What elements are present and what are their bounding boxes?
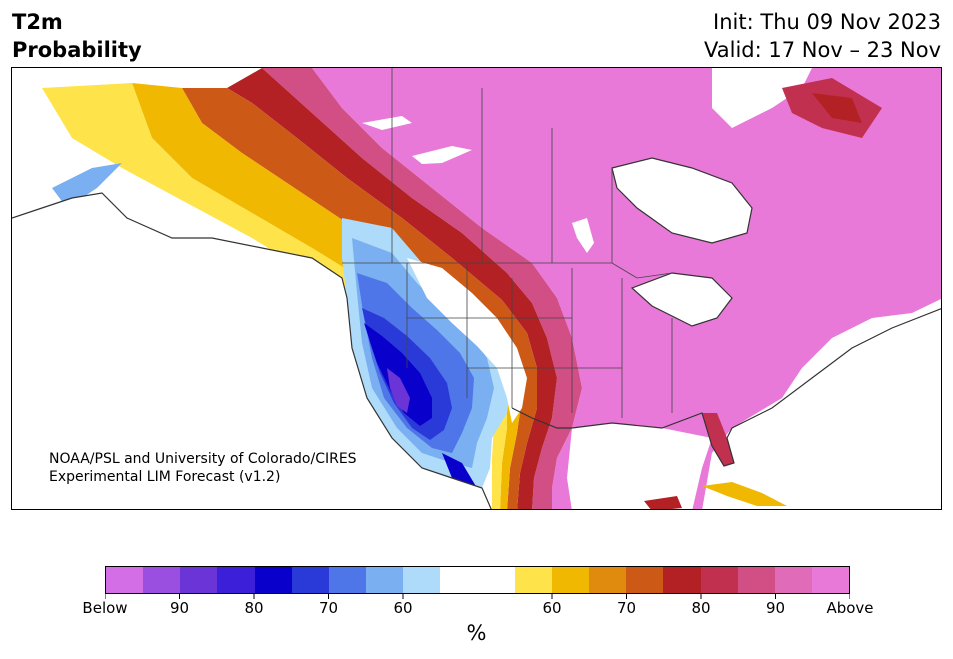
colorbar-tick-label: 70 [318,599,339,617]
greenland-strait [712,68,812,128]
pacific-coast-ocean [12,228,492,509]
colorbar-segment [774,567,812,593]
colorbar-segment [811,567,850,593]
great-lakes [632,273,732,326]
above-50-band [132,83,522,509]
hudson-bay [612,158,752,243]
colorbar-tick-label: 60 [542,599,562,617]
hispaniola [644,496,682,509]
colorbar-tick-label: 80 [244,599,264,617]
coastlines [12,157,941,509]
canada-province-borders [391,68,613,263]
pacific-ocean [12,193,132,328]
colorbar-segment [366,567,404,593]
colorbar-tick-label: Above [826,599,874,617]
colorbar-segment [737,567,775,593]
atlantic-ocean [702,308,941,509]
map-svg [12,68,941,509]
arctic-lake-2 [412,146,472,164]
lake-winnipeg [572,218,594,253]
us-state-borders [406,263,673,418]
colorbar-segment [254,567,292,593]
colorbar-segment [477,567,515,593]
colorbar-tick-label: 90 [765,599,786,617]
west-coastline [12,192,492,509]
probability-colorbar [105,566,850,594]
map-title: T2m Probability [12,8,142,64]
forecast-credit: NOAA/PSL and University of Colorado/CIRE… [49,450,357,486]
above-90-region [312,68,941,509]
above-70-band [227,68,557,509]
colorbar-segment [700,567,738,593]
arctic-dark-red [812,93,862,123]
colorbar-segment [291,567,329,593]
above-40-band [42,83,507,509]
colorbar-segment [589,567,627,593]
below-50-region [364,323,432,426]
colorbar-segment [626,567,664,593]
colorbar-segment [217,567,255,593]
us-canada-border [342,262,673,279]
cuba [702,482,787,506]
near-normal-plains [407,258,527,423]
credit-line-1: NOAA/PSL and University of Colorado/CIRE… [49,451,357,467]
colorbar-ticks [105,594,850,599]
great-lakes-outline [630,272,733,327]
valid-range: Valid: 17 Nov – 23 Nov [704,38,941,62]
below-70-region [387,368,410,413]
gulf-of-mexico [567,423,712,509]
colorbar-tick-label: 90 [169,599,190,617]
title-line-1: T2m [12,10,63,34]
colorbar-segment [514,567,552,593]
colorbar-unit: % [466,621,487,645]
credit-line-2: Experimental LIM Forecast (v1.2) [49,469,281,485]
colorbar-tick-label: Below [82,599,128,617]
colorbar-segment [440,567,478,593]
hudson-outline [611,157,753,244]
colorbar-tick-label: 70 [616,599,637,617]
forecast-map [11,67,942,510]
colorbar-segment [403,567,441,593]
colorbar-tick-label: 60 [393,599,413,617]
colorbar-labels: Below 90 80 70 60 60 70 80 90 Above [0,599,953,619]
forecast-dates: Init: Thu 09 Nov 2023 Valid: 17 Nov – 23… [704,8,941,64]
colorbar-segment [106,567,144,593]
colorbar-tick-label: 80 [691,599,711,617]
colorbar-segment [551,567,590,593]
colorbar-segment [328,567,367,593]
arctic-lake-1 [362,116,412,130]
alaska-blue-patch [52,163,122,208]
colorbar-segment [143,567,181,593]
colorbar-segment [663,567,701,593]
colorbar-segment [180,567,218,593]
title-line-2: Probability [12,38,142,62]
florida [702,413,734,466]
political-borders [342,68,673,418]
init-date: Init: Thu 09 Nov 2023 [713,10,941,34]
above-80-band [262,68,582,509]
gulf-coastline [511,308,941,467]
